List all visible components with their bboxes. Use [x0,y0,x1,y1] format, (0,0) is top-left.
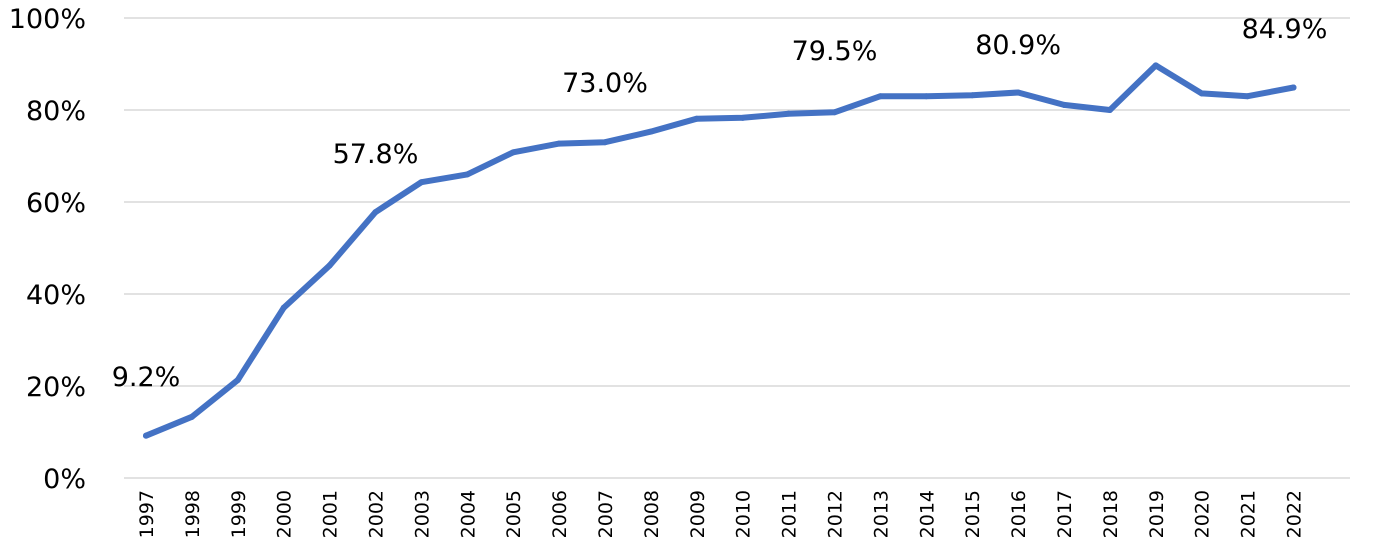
x-tick-label: 2010 [733,490,755,538]
data-point [1061,101,1067,108]
data-point [464,171,471,178]
data-label: 80.9% [975,30,1061,61]
data-label: 79.5% [792,36,878,67]
x-tick-label: 2017 [1054,490,1076,538]
data-point [969,92,976,99]
data-point [1106,107,1113,113]
x-tick-label: 2005 [503,490,525,538]
x-tick-label: 2013 [870,490,892,538]
data-labels: 9.2% 57.8% 73.0% 79.5% 80.9% 84.9% [112,14,1328,393]
y-tick-label: 20% [26,372,86,403]
data-label: 73.0% [562,68,648,99]
x-tick-label: 2000 [274,490,296,538]
y-axis-tick-labels: 0% 20% 40% 60% 80% 100% [9,4,86,495]
x-tick-label: 2002 [366,490,388,538]
x-tick-label: 2015 [962,490,984,538]
x-tick-label: 1999 [228,490,250,538]
y-tick-label: 100% [9,4,86,35]
data-label: 57.8% [333,139,419,170]
data-point [1015,89,1022,96]
data-point [877,93,884,100]
x-tick-label: 2001 [320,490,342,538]
x-tick-label: 2011 [779,490,801,538]
data-point [785,110,792,117]
y-tick-label: 40% [26,280,86,311]
data-point [647,128,654,135]
data-point [1152,62,1159,69]
x-tick-label: 2009 [687,490,709,538]
x-tick-label: 2004 [457,490,479,538]
x-tick-label: 2012 [825,490,847,538]
series-line [143,62,1297,439]
x-tick-label: 2019 [1146,490,1168,538]
data-point [280,304,287,311]
x-tick-label: 2006 [549,490,571,538]
x-tick-label: 2007 [595,490,617,538]
x-tick-label: 2008 [641,490,663,538]
y-tick-label: 80% [26,96,86,127]
data-point [739,114,746,121]
data-point [510,149,517,156]
x-tick-label: 2020 [1192,490,1214,538]
data-point [372,209,379,216]
data-point [693,115,700,122]
data-point [1198,90,1205,97]
x-tick-label: 1998 [182,490,204,538]
x-tick-label: 1997 [136,490,158,538]
data-point [1244,93,1251,100]
gridlines [124,17,1350,479]
data-point [234,377,241,384]
data-label: 84.9% [1242,14,1328,45]
y-tick-label: 0% [43,464,86,495]
data-label: 9.2% [112,362,181,393]
x-tick-label: 2018 [1100,490,1122,538]
data-point [556,140,563,147]
data-point [326,262,333,269]
data-point [923,93,930,100]
y-tick-label: 60% [26,188,86,219]
x-tick-label: 2003 [411,490,433,538]
series-layer [143,62,1297,439]
x-tick-label: 2021 [1238,490,1260,538]
x-tick-label: 2014 [916,490,938,538]
data-point [143,432,149,439]
x-axis-tick-labels: 1997 1998 1999 2000 2001 2002 2003 2004 2005 2006… [136,490,1306,538]
data-point [188,413,195,420]
x-tick-label: 2022 [1284,490,1306,538]
data-point [418,179,425,186]
data-point [1290,84,1297,91]
data-point [831,109,838,116]
data-point [602,139,608,146]
x-tick-label: 2016 [1008,490,1030,538]
